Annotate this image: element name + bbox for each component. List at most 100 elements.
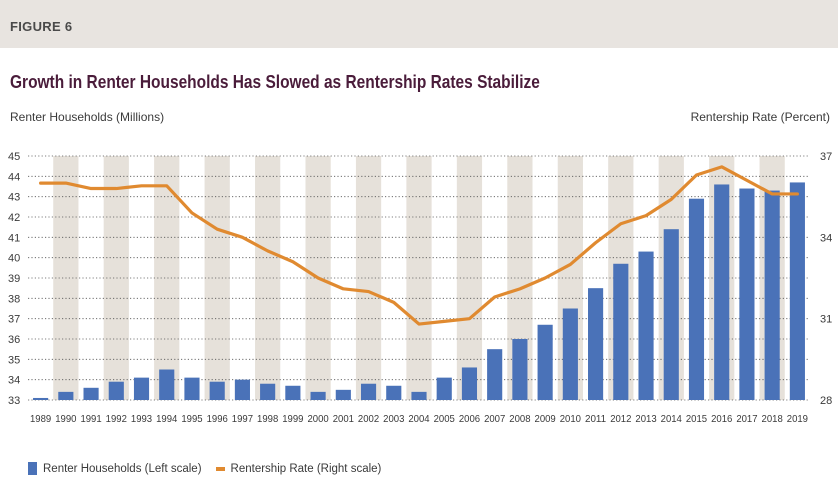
left-tick-label: 45 — [8, 151, 20, 163]
x-tick-label: 1989 — [30, 413, 51, 425]
x-tick-label: 2003 — [383, 413, 404, 425]
x-tick-label: 2014 — [661, 413, 682, 425]
bar-2002 — [360, 383, 377, 400]
legend-label-line: Rentership Rate (Right scale) — [230, 462, 382, 475]
bar-1997 — [234, 379, 250, 400]
left-tick-label: 37 — [8, 314, 20, 326]
bar-2017 — [739, 188, 755, 400]
x-tick-label: 1992 — [106, 413, 127, 425]
x-tick-label: 1997 — [232, 413, 253, 425]
bar-2008 — [512, 339, 528, 400]
legend-swatch-line — [215, 466, 225, 471]
x-tick-label: 2006 — [459, 413, 480, 425]
x-axis-ticks: 1989 1990 1991 1992 1993 1994 1995 1996 1997 1998… — [30, 413, 808, 425]
left-tick-label: 39 — [8, 273, 20, 285]
left-tick-label: 42 — [8, 212, 20, 224]
left-tick-label: 43 — [8, 192, 20, 204]
legend: Renter Households (Left scale) Rentershi… — [28, 462, 395, 475]
figure-label: FIGURE 6 — [10, 19, 73, 34]
bar-1993 — [133, 377, 150, 400]
x-tick-label: 2007 — [484, 413, 505, 425]
bar-2018 — [764, 190, 780, 400]
right-tick-label: 37 — [820, 151, 832, 163]
left-tick-label: 34 — [8, 375, 20, 387]
bar-2013 — [638, 251, 654, 400]
x-tick-label: 2016 — [711, 413, 732, 425]
legend-swatch-bars — [28, 462, 37, 475]
bar-2016 — [714, 184, 730, 400]
x-tick-label: 2013 — [635, 413, 656, 425]
bar-1989 — [33, 397, 49, 400]
bar-2019 — [789, 182, 805, 400]
x-tick-label: 2004 — [408, 413, 429, 425]
x-tick-label: 1998 — [257, 413, 278, 425]
bar-1998 — [260, 383, 276, 400]
x-tick-label: 1993 — [131, 413, 152, 425]
bar-series — [33, 182, 805, 400]
right-axis-title: Rentership Rate (Percent) — [690, 110, 830, 124]
left-tick-label: 36 — [8, 334, 20, 346]
legend-label-bars: Renter Households (Left scale) — [43, 462, 202, 475]
left-tick-label: 40 — [8, 253, 20, 265]
bar-1996 — [209, 381, 225, 400]
bar-2004 — [411, 391, 427, 400]
bar-1992 — [108, 381, 124, 400]
bar-2005 — [436, 377, 452, 400]
rentership-rate-line — [39, 165, 799, 326]
x-tick-label: 2015 — [686, 413, 707, 425]
x-tick-label: 2012 — [610, 413, 631, 425]
bar-1991 — [83, 387, 99, 400]
left-axis-ticks: 45 44 43 42 41 40 39 38 37 36 35 34 33 — [8, 151, 20, 407]
bar-2009 — [537, 324, 553, 400]
x-tick-label: 2008 — [509, 413, 530, 425]
x-tick-label: 2019 — [787, 413, 808, 425]
line-series — [39, 165, 799, 326]
background-band — [103, 156, 129, 400]
bar-2014 — [663, 229, 679, 400]
bar-2000 — [310, 391, 326, 400]
left-tick-label: 33 — [8, 395, 20, 407]
bar-2003 — [386, 385, 402, 400]
legend-item-line: Rentership Rate (Right scale) — [215, 462, 382, 475]
x-tick-label: 2017 — [736, 413, 757, 425]
x-tick-label: 1994 — [156, 413, 177, 425]
left-tick-label: 44 — [8, 171, 20, 183]
gridlines — [28, 155, 810, 401]
bar-2007 — [487, 349, 503, 400]
x-tick-label: 2001 — [333, 413, 354, 425]
x-tick-label: 2009 — [535, 413, 556, 425]
x-tick-label: 1995 — [181, 413, 202, 425]
bar-1994 — [159, 369, 175, 400]
bar-2015 — [688, 198, 705, 400]
x-tick-label: 1999 — [282, 413, 303, 425]
right-tick-label: 34 — [820, 232, 832, 244]
x-tick-label: 2018 — [762, 413, 783, 425]
left-tick-label: 41 — [8, 232, 20, 244]
bar-1999 — [285, 385, 301, 400]
bar-2011 — [588, 288, 604, 400]
bar-2010 — [562, 308, 578, 400]
x-tick-label: 1990 — [55, 413, 76, 425]
right-axis-ticks: 37 34 31 28 — [820, 151, 832, 407]
x-tick-label: 2002 — [358, 413, 379, 425]
bar-2006 — [461, 367, 478, 400]
bar-2012 — [613, 263, 629, 400]
right-tick-label: 28 — [820, 395, 832, 407]
right-tick-label: 31 — [820, 314, 832, 326]
bar-2001 — [335, 389, 351, 400]
x-tick-label: 2011 — [585, 413, 606, 425]
bar-1995 — [184, 377, 200, 400]
legend-item-bars: Renter Households (Left scale) — [28, 462, 202, 475]
figure-header: FIGURE 6 — [0, 0, 838, 48]
x-tick-label: 1996 — [207, 413, 228, 425]
left-axis-title: Renter Households (Millions) — [10, 110, 165, 124]
x-tick-label: 2000 — [307, 413, 328, 425]
bar-1990 — [58, 391, 74, 400]
x-tick-label: 1991 — [80, 413, 101, 425]
left-tick-label: 35 — [8, 354, 20, 366]
chart-title: Growth in Renter Households Has Slowed a… — [10, 72, 540, 92]
left-tick-label: 38 — [8, 293, 20, 305]
x-tick-label: 2005 — [434, 413, 455, 425]
x-tick-label: 2010 — [560, 413, 581, 425]
